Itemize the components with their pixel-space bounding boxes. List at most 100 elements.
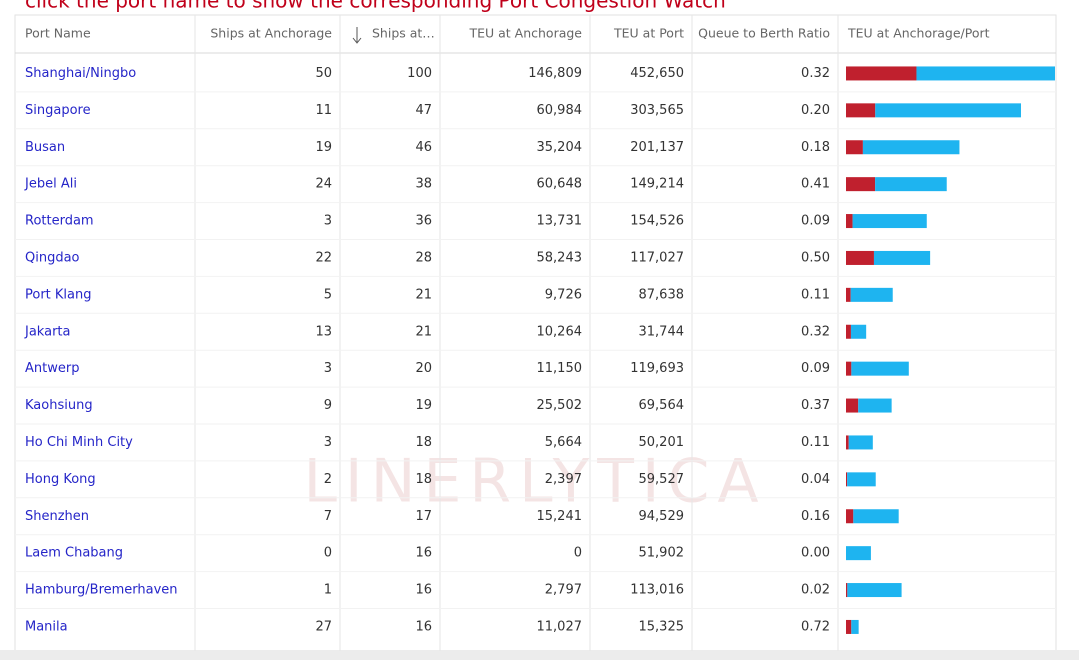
- cell-value: 31,744: [639, 324, 685, 339]
- cell-value: 50,201: [639, 435, 685, 450]
- cell-value: 3: [324, 435, 332, 450]
- cell-value: 28: [415, 250, 432, 265]
- cell-value: 5: [324, 287, 332, 302]
- port-link[interactable]: Ho Chi Minh City: [25, 435, 133, 450]
- bar-port: [850, 287, 893, 302]
- column-header[interactable]: TEU at Anchorage/Port: [847, 26, 990, 41]
- bar-port: [853, 509, 899, 524]
- bar-anchorage: [846, 435, 849, 450]
- cell-value: 0.02: [801, 583, 830, 598]
- cell-value: 2,797: [545, 583, 582, 598]
- column-header[interactable]: Ships at Anchorage: [210, 26, 332, 41]
- cell-value: 0: [324, 546, 332, 561]
- bar-anchorage: [846, 287, 851, 302]
- cell-value: 35,204: [537, 140, 583, 155]
- bar-anchorage: [846, 324, 851, 339]
- cell-value: 11,027: [537, 619, 583, 634]
- bar-anchorage: [846, 103, 876, 118]
- cell-value: 2: [324, 472, 332, 487]
- column-header[interactable]: Queue to Berth Ratio: [698, 26, 830, 41]
- instruction: click the port name to show the correspo…: [25, 0, 726, 13]
- cell-value: 13,731: [537, 214, 583, 229]
- cell-value: 27: [315, 619, 332, 634]
- cell-value: 2,397: [545, 472, 582, 487]
- cell-value: 15,241: [537, 509, 583, 524]
- port-link[interactable]: Antwerp: [25, 361, 79, 376]
- cell-value: 16: [415, 546, 432, 561]
- cell-value: 19: [315, 140, 332, 155]
- column-header[interactable]: TEU at Anchorage: [468, 26, 582, 41]
- cell-value: 3: [324, 361, 332, 376]
- cell-value: 21: [415, 287, 432, 302]
- cell-value: 9,726: [545, 287, 582, 302]
- cell-value: 20: [415, 361, 432, 376]
- port-link[interactable]: Port Klang: [25, 287, 92, 302]
- cell-value: 60,984: [537, 103, 583, 118]
- bar-port: [875, 103, 1021, 118]
- cell-value: 0.50: [801, 250, 830, 265]
- port-link[interactable]: Hamburg/Bremerhaven: [25, 583, 178, 598]
- cell-value: 11,150: [537, 361, 583, 376]
- cell-value: 113,016: [630, 583, 684, 598]
- cell-value: 22: [315, 250, 332, 265]
- column-header[interactable]: Ships at…: [372, 26, 435, 41]
- cell-value: 11: [315, 103, 332, 118]
- cell-value: 0.04: [801, 472, 830, 487]
- column-header[interactable]: Port Name: [25, 26, 91, 41]
- port-link[interactable]: Laem Chabang: [25, 546, 123, 561]
- bar-port: [847, 472, 876, 487]
- port-link[interactable]: Shanghai/Ningbo: [25, 66, 136, 81]
- cell-value: 0.09: [801, 214, 830, 229]
- bar-anchorage: [846, 583, 848, 598]
- cell-value: 13: [315, 324, 332, 339]
- column-header[interactable]: TEU at Port: [613, 26, 684, 41]
- port-link[interactable]: Busan: [25, 140, 65, 155]
- cell-value: 149,214: [630, 177, 684, 192]
- sort-arrow: [352, 27, 362, 44]
- cell-value: 19: [415, 398, 432, 413]
- bar-port: [846, 546, 871, 561]
- cell-value: 69,564: [639, 398, 685, 413]
- cell-value: 0.09: [801, 361, 830, 376]
- cell-value: 47: [415, 103, 432, 118]
- cell-value: 0.11: [801, 287, 830, 302]
- bar-port: [851, 619, 859, 634]
- cell-value: 154,526: [630, 214, 684, 229]
- port-link[interactable]: Jakarta: [24, 324, 70, 339]
- bar-anchorage: [846, 619, 852, 634]
- port-link[interactable]: Shenzhen: [25, 509, 89, 524]
- cell-value: 87,638: [639, 287, 685, 302]
- port-link[interactable]: Singapore: [25, 103, 91, 118]
- cell-value: 1: [324, 583, 332, 598]
- cell-value: 201,137: [630, 140, 684, 155]
- bar-port: [873, 250, 931, 265]
- cell-value: 16: [415, 619, 432, 634]
- cell-value: 0.00: [801, 546, 830, 561]
- cell-value: 0: [574, 546, 582, 561]
- cell-value: 51,902: [639, 546, 685, 561]
- bar-group: [846, 66, 1055, 634]
- cell-value: 46: [415, 140, 432, 155]
- port-link[interactable]: Qingdao: [25, 250, 80, 265]
- port-link[interactable]: Hong Kong: [25, 472, 96, 487]
- bar-port: [875, 177, 947, 192]
- cell-value: 0.37: [801, 398, 830, 413]
- cell-value: 0.11: [801, 435, 830, 450]
- bar-anchorage: [846, 140, 863, 155]
- port-link[interactable]: Jebel Ali: [24, 177, 77, 192]
- bar-anchorage: [846, 509, 854, 524]
- cell-value: 0.32: [801, 324, 830, 339]
- cell-value: 452,650: [630, 66, 684, 81]
- cell-value: 38: [415, 177, 432, 192]
- cell-value: 10,264: [537, 324, 583, 339]
- cell-value: 36: [415, 214, 432, 229]
- bar-port: [848, 435, 873, 450]
- cell-value: 9: [324, 398, 332, 413]
- cell-value: 17: [415, 509, 432, 524]
- cell-value: 59,527: [639, 472, 685, 487]
- port-link[interactable]: Kaohsiung: [25, 398, 93, 413]
- port-link[interactable]: Rotterdam: [25, 214, 94, 229]
- cell-value: 0.16: [801, 509, 830, 524]
- port-link[interactable]: Manila: [25, 619, 68, 634]
